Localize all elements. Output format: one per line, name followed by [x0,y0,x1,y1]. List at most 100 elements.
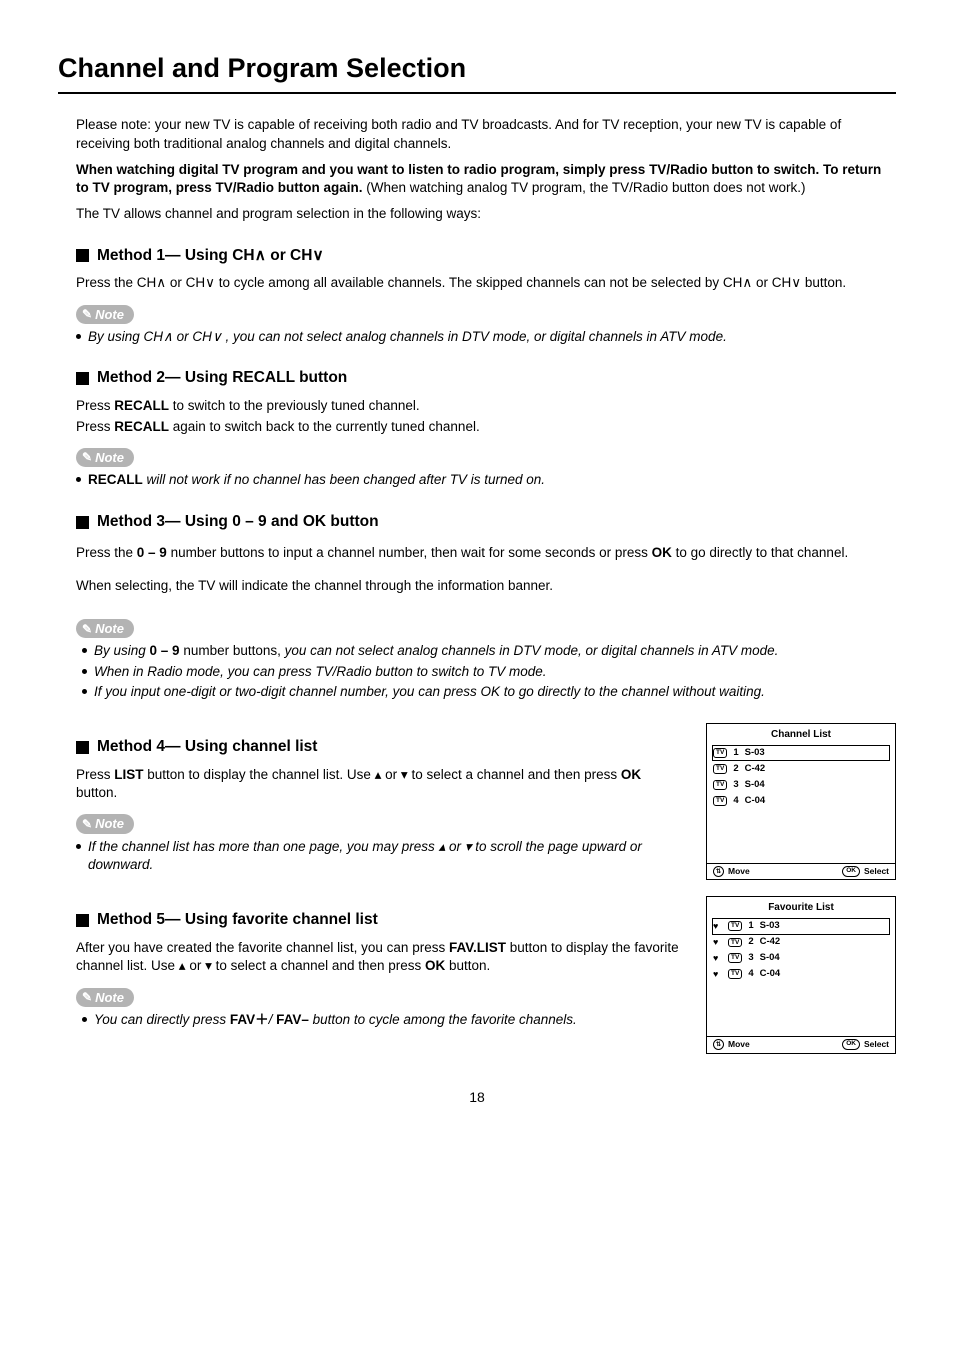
method2-line2: Press RECALL again to switch back to the… [76,418,896,436]
intro-block: Please note: your new TV is capable of r… [76,116,896,1053]
method4-p1: Press LIST button to display the channel… [76,766,684,802]
method4-note: If the channel list has more than one pa… [76,838,684,874]
favourite-list-row: ♥TV3S-04 [707,950,895,966]
note-icon: ✎ [82,306,92,322]
bullet-icon [82,689,87,694]
heart-icon: ♥ [713,968,722,980]
note-icon: ✎ [82,989,92,1005]
method4-body: Press LIST button to display the channel… [76,766,684,802]
favourite-list-row: ♥TV4C-04 [707,966,895,982]
note-label: Note [95,449,124,467]
favourite-list-row: ♥TV2C-42 [707,935,895,951]
method1-note: By using CH∧ or CH∨ , you can not select… [76,328,896,346]
method1-note-text: By using CH∧ or CH∨ , you can not select… [88,328,896,346]
method3-body: Press the 0 – 9 number buttons to input … [76,544,896,594]
heart-icon: ♥ [713,936,722,948]
tv-icon: TV [728,953,742,963]
bullet-icon [76,334,81,339]
method3-note2-text: When in Radio mode, you can press TV/Rad… [94,663,896,681]
method1-text: Press the CH∧ or CH∨ to cycle among all … [76,274,896,292]
method3-note3-text: If you input one-digit or two-digit chan… [94,683,896,701]
tv-icon: TV [728,969,742,979]
method5-body: After you have created the favorite chan… [76,939,684,975]
method3-note1-text: By using 0 – 9 number buttons, you can n… [94,642,896,660]
ok-icon: OK [842,866,860,877]
method2-note-text: RECALL will not work if no channel has b… [88,471,896,489]
method5-p1: After you have created the favorite chan… [76,939,684,975]
method2-body: Press RECALL to switch to the previously… [76,397,896,435]
note-pill: ✎Note [76,448,134,468]
method2-note: RECALL will not work if no channel has b… [76,471,896,489]
method3-heading: Method 3— Using 0 – 9 and OK button [76,512,896,533]
method3-p2: When selecting, the TV will indicate the… [76,577,896,595]
channel-list-title: Channel List [707,724,895,745]
method1-title: Method 1— Using CH∧ or CH∨ [97,246,324,267]
ok-icon: OK [842,1039,860,1050]
page-number: 18 [58,1088,896,1107]
bullet-icon [82,669,87,674]
note-pill: ✎Note [76,305,134,325]
channel-list-footer: ⇅ Move OK Select [707,863,895,879]
select-label: Select [864,866,889,877]
move-label: Move [728,866,750,877]
channel-list-box: Channel List TV1S-03 TV2C-42 TV3S-04 TV4… [706,723,896,880]
method2-line1: Press RECALL to switch to the previously… [76,397,896,415]
square-bullet-icon [76,372,89,385]
heart-icon: ♥ [713,920,722,932]
updown-icon: ⇅ [713,1039,724,1050]
bullet-icon [76,844,81,849]
method4-row: Method 4— Using channel list Press LIST … [76,723,896,880]
note-pill: ✎Note [76,619,134,639]
method4-title: Method 4— Using channel list [97,737,317,758]
method5-note: You can directly press FAV＋/ FAV– button… [82,1011,684,1029]
intro-p2-rest: (When watching analog TV program, the TV… [363,180,806,195]
method1-body: Press the CH∧ or CH∨ to cycle among all … [76,274,896,292]
tv-icon: TV [713,764,727,774]
heart-icon: ♥ [713,952,722,964]
intro-p1: Please note: your new TV is capable of r… [76,116,896,152]
select-label: Select [864,1039,889,1050]
tv-icon: TV [713,748,727,758]
updown-icon: ⇅ [713,866,724,877]
channel-list-row: TV4C-04 [707,793,895,809]
method1-heading: Method 1— Using CH∧ or CH∨ [76,246,896,267]
method4-note-text: If the channel list has more than one pa… [88,838,684,874]
tv-icon: TV [713,780,727,790]
method3-title: Method 3— Using 0 – 9 and OK button [97,512,379,533]
method4-heading: Method 4— Using channel list [76,737,684,758]
note-pill: ✎Note [76,988,134,1008]
method2-title: Method 2— Using RECALL button [97,368,347,389]
favourite-list-row: ♥TV1S-03 [712,918,890,935]
method3-note3: If you input one-digit or two-digit chan… [82,683,896,701]
note-label: Note [95,989,124,1007]
move-label: Move [728,1039,750,1050]
channel-list-row: TV1S-03 [712,745,890,762]
favourite-list-box: Favourite List ♥TV1S-03 ♥TV2C-42 ♥TV3S-0… [706,896,896,1053]
square-bullet-icon [76,914,89,927]
intro-p3: The TV allows channel and program select… [76,205,896,223]
method2-heading: Method 2— Using RECALL button [76,368,896,389]
method3-p1: Press the 0 – 9 number buttons to input … [76,544,896,562]
tv-icon: TV [728,938,742,948]
bullet-icon [82,648,87,653]
note-icon: ✎ [82,621,92,637]
method5-row: Method 5— Using favorite channel list Af… [76,896,896,1053]
page-title: Channel and Program Selection [58,50,896,94]
channel-list-row: TV2C-42 [707,761,895,777]
bullet-icon [76,477,81,482]
favourite-list-title: Favourite List [707,897,895,918]
tv-icon: TV [713,796,727,806]
note-icon: ✎ [82,816,92,832]
note-pill: ✎Note [76,814,134,834]
square-bullet-icon [76,516,89,529]
method3-note1: By using 0 – 9 number buttons, you can n… [82,642,896,660]
bullet-icon [82,1017,87,1022]
note-label: Note [95,815,124,833]
intro-p2: When watching digital TV program and you… [76,161,896,197]
note-label: Note [95,620,124,638]
square-bullet-icon [76,741,89,754]
square-bullet-icon [76,249,89,262]
method5-heading: Method 5— Using favorite channel list [76,910,684,931]
note-icon: ✎ [82,449,92,465]
tv-icon: TV [728,921,742,931]
